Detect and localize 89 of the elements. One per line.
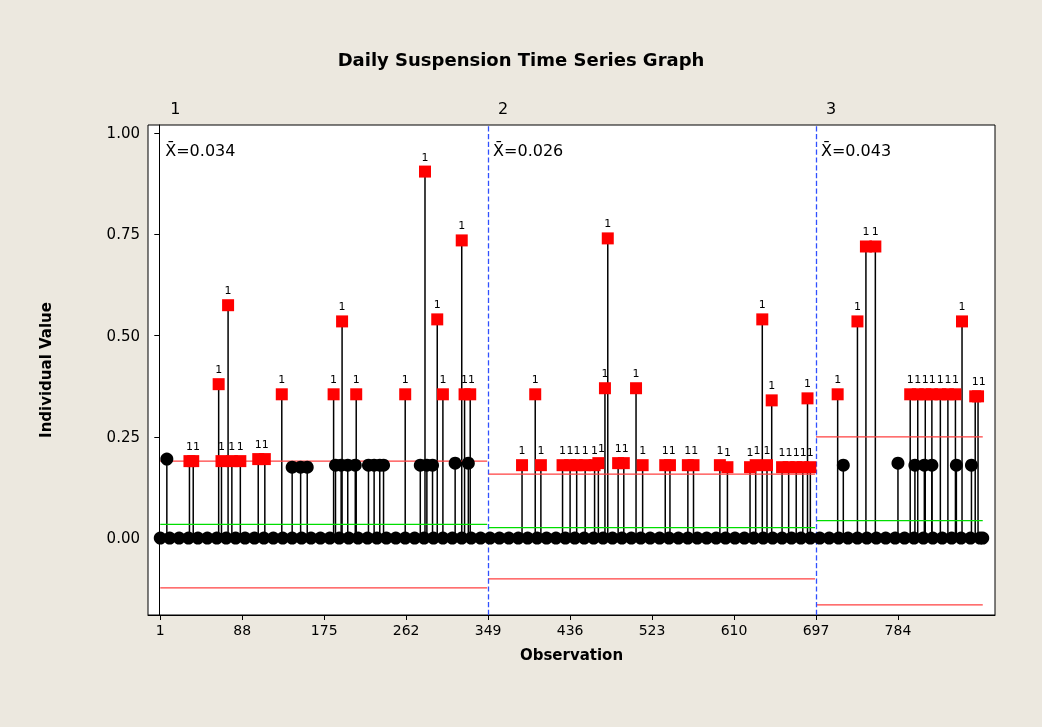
annotation: 1: [753, 444, 761, 458]
annotation: 1: [338, 300, 346, 314]
annotation: X̄=0.034: [165, 140, 236, 160]
y-tick-label: 0.50: [106, 326, 140, 345]
annotation: 1: [537, 444, 545, 458]
x-tick-label: 175: [310, 622, 338, 638]
annotation: 1: [228, 440, 236, 454]
annotation: 1: [352, 373, 360, 387]
annotation: 1: [192, 440, 200, 454]
y-tick-label: 0.75: [106, 225, 140, 244]
annotation: 1: [978, 375, 986, 389]
annotation: 1: [261, 438, 269, 452]
chart-title: Daily Suspension Time Series Graph: [337, 48, 705, 70]
annotation: 1: [639, 444, 647, 458]
annotation: 1: [785, 446, 793, 460]
x-tick-label: 523: [638, 622, 666, 638]
y-tick-label: 0.00: [106, 529, 140, 548]
annotation: 1: [439, 373, 447, 387]
annotation: 1: [746, 446, 754, 460]
annotation: 1: [566, 444, 574, 458]
annotation: 1: [806, 446, 814, 460]
annotation: 1: [401, 373, 409, 387]
annotation: 1: [716, 444, 724, 458]
annotation: 1: [928, 373, 936, 387]
annotation: 1: [668, 444, 676, 458]
text: 1: [170, 98, 181, 118]
annotation: 1: [217, 440, 225, 454]
annotation: 1: [661, 444, 669, 458]
annotation: 1: [236, 440, 244, 454]
x-tick-label: 784: [884, 622, 912, 638]
x-tick-label: 262: [392, 622, 420, 638]
x-tick-label: 610: [720, 622, 748, 638]
annotation: 1: [421, 150, 429, 164]
x-axis-title: Observation: [519, 645, 624, 664]
text: 2: [498, 98, 509, 118]
annotation: 1: [906, 373, 914, 387]
annotation: 1: [461, 373, 469, 387]
annotation: 1: [598, 442, 606, 456]
annotation: 1: [604, 217, 612, 231]
annotation: 1: [944, 373, 952, 387]
annotation: 1: [632, 367, 640, 381]
x-tick-label: 88: [233, 622, 252, 638]
annotation: 1: [792, 446, 800, 460]
annotation: 1: [614, 442, 622, 456]
annotation: 1: [778, 446, 786, 460]
x-tick-label: 349: [474, 622, 502, 638]
annotation: 1: [330, 373, 338, 387]
annotation: 1: [433, 298, 441, 312]
annotation: 1: [853, 300, 861, 314]
annotation: 1: [871, 225, 879, 239]
annotation: 1: [573, 444, 581, 458]
y-tick-label: 0.25: [106, 427, 140, 446]
x-tick-label: 697: [802, 622, 830, 638]
annotation: 1: [215, 363, 223, 377]
annotation: 1: [621, 442, 629, 456]
annotation: 1: [763, 444, 771, 458]
annotation: X̄=0.043: [820, 140, 892, 160]
annotation: 1: [921, 373, 929, 387]
x-tick-label: 1: [155, 622, 165, 638]
annotation: 1: [914, 373, 922, 387]
annotation: 1: [224, 284, 232, 298]
annotation: 1: [185, 440, 193, 454]
x-tick-label: 436: [556, 622, 584, 638]
text: 3: [825, 98, 837, 118]
annotation: 1: [958, 300, 966, 314]
annotation: 1: [691, 444, 699, 458]
annotation: 1: [768, 379, 776, 393]
annotation: 1: [531, 373, 539, 387]
annotation: 1: [591, 444, 599, 458]
annotation: 1: [458, 219, 466, 233]
annotation: 1: [581, 444, 589, 458]
annotation: 1: [468, 373, 476, 387]
annotation: 1: [936, 373, 944, 387]
annotation: 1: [684, 444, 692, 458]
annotation: 1: [254, 438, 262, 452]
annotation: 1: [834, 373, 842, 387]
annotation: 1: [862, 225, 870, 239]
annotation: X̄=0.026: [493, 140, 564, 160]
y-tick-label: 1.00: [106, 124, 140, 143]
y-axis-title: Individual Value: [36, 302, 55, 438]
annotation: 1: [951, 373, 959, 387]
annotation: 1: [758, 298, 766, 312]
annotation: 1: [278, 373, 286, 387]
annotation: 1: [971, 375, 979, 389]
annotation: 1: [723, 446, 731, 460]
annotation: 1: [518, 444, 526, 458]
annotation: 1: [799, 446, 807, 460]
annotation: 1: [804, 377, 812, 391]
annotation: 1: [559, 444, 567, 458]
